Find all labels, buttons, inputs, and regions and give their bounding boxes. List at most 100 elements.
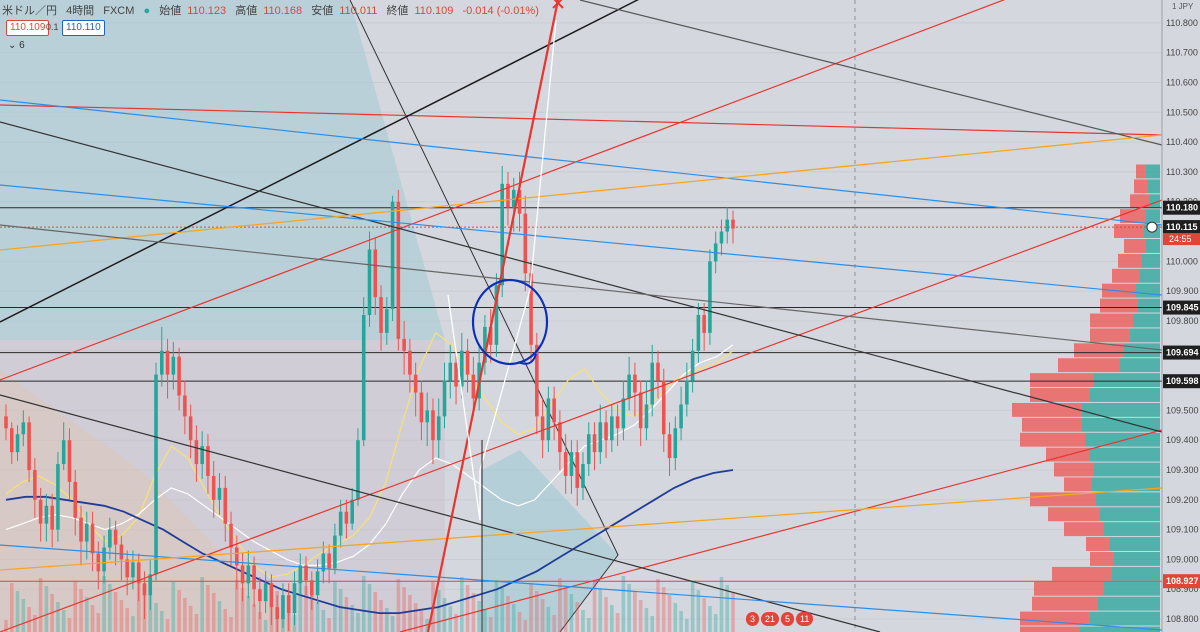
annotation-stroke (517, 353, 537, 365)
ma-navy-line (5, 469, 734, 614)
volume-bar (333, 581, 337, 632)
symbol-name[interactable]: 米ドル／円 (2, 5, 57, 17)
volume-profile-up (1104, 581, 1160, 596)
candle-body (638, 392, 643, 429)
candle-body (708, 261, 712, 333)
price-tick-label: 109.000 (1166, 554, 1199, 564)
volume-bar (500, 588, 504, 632)
volume-profile-down (1064, 477, 1092, 492)
volume-bar (679, 611, 683, 632)
trendline-steep[interactable] (426, 0, 560, 632)
candle-body (500, 183, 504, 286)
volume-bar (27, 607, 31, 632)
trendline[interactable] (0, 487, 1163, 571)
candle-body (4, 416, 8, 429)
volume-bar (159, 611, 164, 632)
volume-profile-up (1110, 537, 1160, 551)
volume-bar (535, 591, 539, 632)
volume-bar (33, 615, 37, 632)
spread-value: 0.1 (46, 22, 59, 32)
price-label-text: 109.598 (1166, 376, 1199, 386)
change-value: -0.014 (-0.01%) (462, 5, 539, 17)
price-label-text: 110.115 (1166, 222, 1198, 232)
volume-bar (9, 583, 14, 632)
close-value: 110.109 (414, 5, 454, 17)
candle-body (373, 249, 378, 298)
candle-body (679, 404, 683, 429)
sell-price-button[interactable]: 110.109 (6, 20, 50, 36)
projection-path[interactable] (447, 19, 557, 521)
volume-bar (246, 596, 251, 632)
volume-bar (38, 578, 43, 632)
price-label-box (1163, 574, 1200, 589)
volume-bar (488, 617, 493, 632)
volume-bar (252, 604, 256, 632)
candle-body (488, 326, 493, 345)
volume-profile-up (1138, 298, 1160, 313)
trendline[interactable] (399, 429, 1163, 632)
trendline[interactable] (0, 0, 1162, 381)
candle-body (558, 422, 562, 453)
trendline[interactable] (0, 0, 1162, 323)
interval-label[interactable]: 4時間 (66, 5, 95, 17)
candle-body (333, 535, 337, 569)
candle-body (523, 213, 528, 274)
trendline[interactable] (0, 394, 881, 632)
candle-body (673, 428, 678, 459)
price-tick-label: 109.500 (1166, 405, 1199, 415)
candle-body (154, 374, 158, 575)
candle-body (38, 499, 43, 524)
trendline[interactable] (0, 104, 1163, 136)
price-label-box (1163, 200, 1200, 215)
buy-price-button[interactable]: 110.110 (62, 20, 105, 36)
candle-body (535, 344, 539, 417)
trendline[interactable] (0, 99, 1163, 226)
volume-profile-down (1112, 268, 1140, 283)
candle-body (33, 470, 37, 500)
candle-body (73, 481, 78, 518)
volume-bar (685, 619, 689, 632)
candle-body (436, 416, 441, 441)
volume-profile-up (1094, 373, 1160, 388)
volume-bar (4, 620, 8, 632)
volume-profile-down (1090, 551, 1114, 566)
volume-profile-up (1150, 194, 1160, 209)
price-axis[interactable] (1162, 0, 1200, 632)
price-tick-label: 110.600 (1166, 78, 1198, 88)
volume-bar (465, 585, 470, 632)
trendline[interactable] (579, 0, 1163, 146)
trendline[interactable] (0, 544, 1163, 631)
volume-profile-up (1090, 447, 1160, 462)
volume-bar (310, 594, 314, 632)
volume-profile-up (1100, 507, 1160, 522)
price-label-box (1163, 374, 1200, 389)
close-label: 終値 (386, 5, 409, 17)
volume-bar (436, 590, 441, 632)
trendline[interactable] (0, 134, 1163, 251)
candle-body (142, 583, 147, 596)
volume-profile-down (1090, 313, 1134, 328)
volume-profile-down (1022, 417, 1082, 432)
candle-body (275, 607, 279, 620)
volume-bar (419, 611, 424, 632)
volume-bar (633, 592, 637, 632)
volume-profile-down (1054, 462, 1094, 477)
volume-bar (586, 618, 591, 632)
trendline[interactable] (0, 199, 1163, 632)
trendline[interactable] (0, 121, 1163, 433)
trendlines[interactable] (0, 0, 1163, 632)
candle-body (546, 398, 551, 441)
candle-body (263, 583, 268, 602)
volume-bar (125, 608, 129, 632)
candle-body (183, 395, 187, 417)
candle-body (235, 547, 239, 566)
trendline[interactable] (0, 184, 1163, 296)
trendline[interactable] (0, 224, 1163, 351)
volume-bar (183, 598, 187, 632)
volume-bar (442, 598, 447, 632)
candle-body (177, 356, 181, 396)
candle-body (460, 350, 464, 387)
candle-body (696, 315, 701, 351)
indicators-toggle[interactable]: ⌄ 6 (8, 40, 25, 51)
